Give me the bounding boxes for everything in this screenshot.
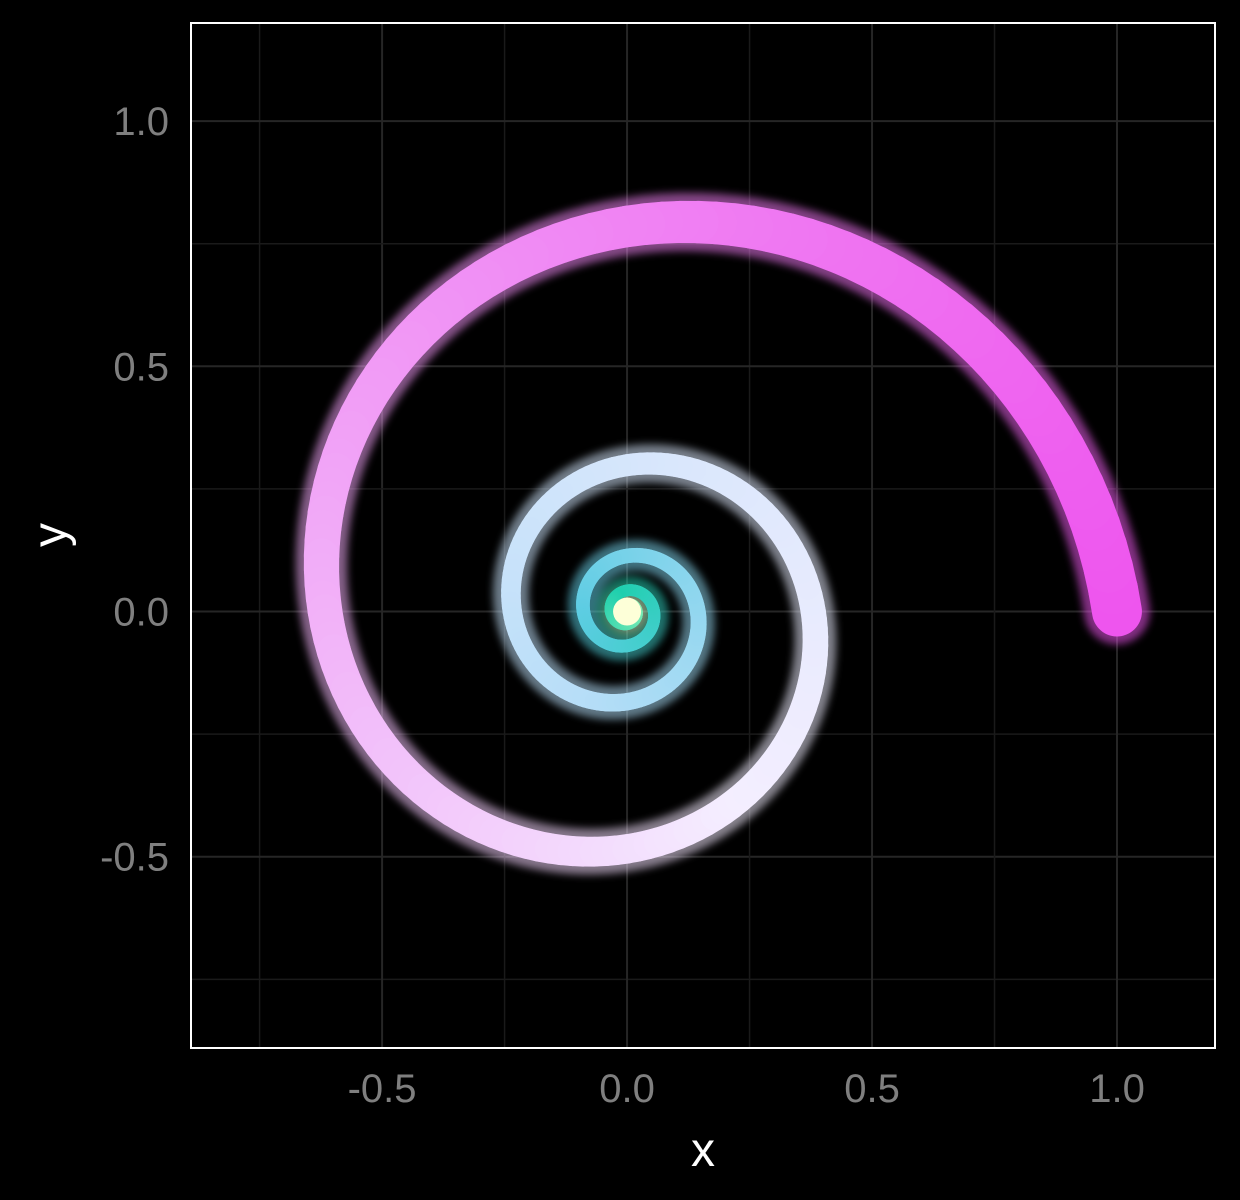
x-tick-label: 0.5	[844, 1067, 900, 1111]
y-tick-label: 0.0	[113, 591, 169, 635]
y-axis-ticks: -0.5 0.0 0.5 1.0	[100, 100, 169, 880]
y-tick-label: -0.5	[100, 836, 169, 880]
x-axis-title: x	[691, 1124, 715, 1177]
x-axis-ticks: -0.5 0.0 0.5 1.0	[348, 1067, 1145, 1111]
y-tick-label: 1.0	[113, 100, 169, 144]
spiral-center-point	[613, 597, 642, 626]
y-axis-title: y	[24, 523, 77, 547]
y-tick-label: 0.5	[113, 345, 169, 389]
x-tick-label: 0.0	[599, 1067, 655, 1111]
plot-frame	[190, 22, 1216, 1049]
x-tick-label: 1.0	[1089, 1067, 1145, 1111]
x-tick-label: -0.5	[348, 1067, 417, 1111]
spiral-series	[295, 192, 1150, 875]
